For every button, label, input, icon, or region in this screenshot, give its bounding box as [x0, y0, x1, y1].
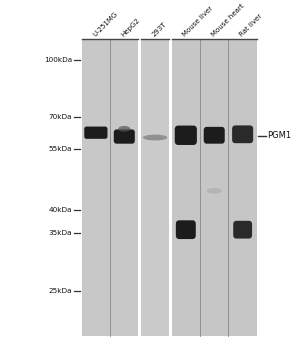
Text: U-251MG: U-251MG [91, 10, 119, 38]
FancyBboxPatch shape [233, 221, 252, 239]
Text: 40kDa: 40kDa [49, 207, 72, 213]
FancyBboxPatch shape [204, 127, 225, 144]
Bar [141, 39, 169, 336]
Text: 293T: 293T [151, 21, 167, 38]
Text: Mouse liver: Mouse liver [181, 5, 214, 38]
Ellipse shape [118, 126, 130, 132]
FancyBboxPatch shape [114, 130, 135, 144]
Text: 100kDa: 100kDa [44, 57, 72, 63]
Text: 25kDa: 25kDa [49, 288, 72, 294]
Ellipse shape [143, 135, 167, 140]
Text: Mouse heart: Mouse heart [210, 3, 245, 38]
Text: 70kDa: 70kDa [49, 113, 72, 119]
Bar [172, 39, 257, 336]
Ellipse shape [207, 188, 222, 194]
Text: 35kDa: 35kDa [49, 230, 72, 236]
FancyBboxPatch shape [84, 127, 108, 139]
FancyBboxPatch shape [175, 126, 197, 145]
FancyBboxPatch shape [176, 220, 196, 239]
FancyBboxPatch shape [232, 125, 253, 143]
Text: 55kDa: 55kDa [49, 146, 72, 152]
Text: Rat liver: Rat liver [238, 13, 263, 38]
Bar [82, 39, 139, 336]
Text: PGM1: PGM1 [267, 131, 291, 140]
Text: HepG2: HepG2 [120, 17, 141, 38]
